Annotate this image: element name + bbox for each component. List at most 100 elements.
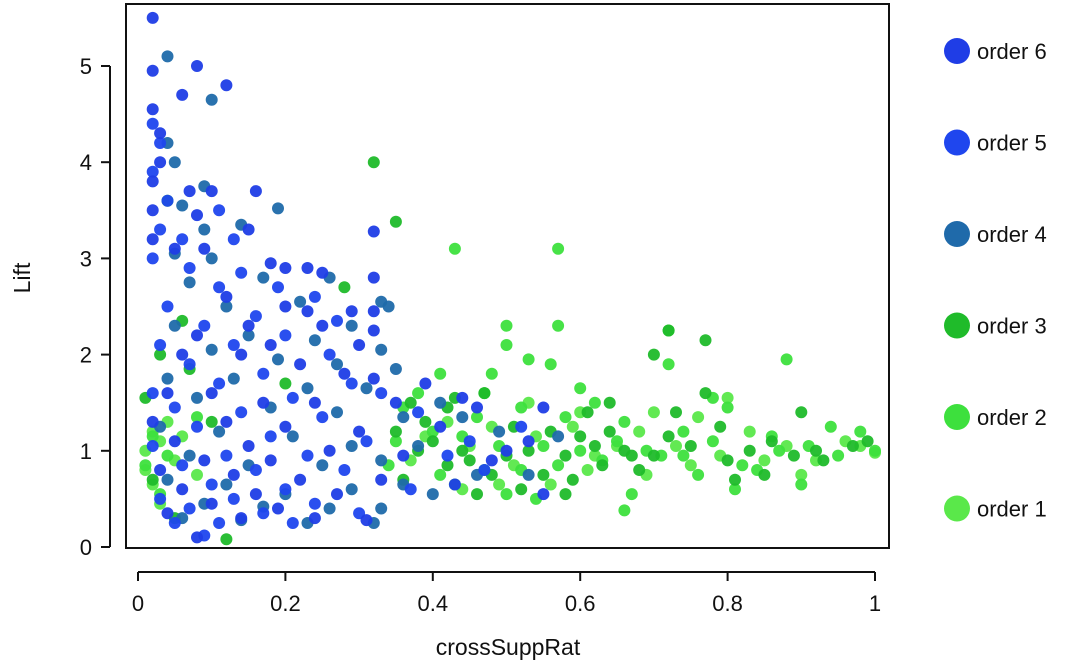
data-point xyxy=(257,396,270,409)
data-point xyxy=(279,483,292,496)
legend-marker xyxy=(944,495,970,522)
data-point xyxy=(588,396,601,409)
data-point xyxy=(235,348,248,361)
data-point xyxy=(485,454,498,467)
legend-label: order 2 xyxy=(977,405,1047,430)
data-point xyxy=(301,262,314,274)
legend-marker xyxy=(944,129,970,156)
legend-label: order 4 xyxy=(977,222,1047,247)
data-point xyxy=(684,459,697,472)
legend-item: order 6 xyxy=(944,38,1047,64)
data-point xyxy=(205,93,218,106)
data-point xyxy=(316,319,329,332)
data-point xyxy=(183,262,196,274)
legend-marker xyxy=(944,38,970,64)
data-point xyxy=(154,156,167,169)
data-point xyxy=(279,329,292,342)
data-point xyxy=(168,401,181,414)
data-point xyxy=(161,449,174,462)
data-point xyxy=(264,257,277,270)
legend-marker xyxy=(944,312,970,339)
data-point xyxy=(515,401,528,414)
data-point xyxy=(603,425,616,438)
data-point xyxy=(706,435,719,448)
data-point xyxy=(552,459,565,472)
data-point xyxy=(146,204,159,217)
data-point xyxy=(301,382,314,395)
data-point xyxy=(146,117,159,130)
x-tick-label: 1 xyxy=(869,591,881,616)
data-point xyxy=(500,488,513,501)
data-point xyxy=(161,300,174,313)
data-point xyxy=(220,290,233,303)
data-point xyxy=(625,488,638,501)
y-tick-label: 5 xyxy=(80,54,92,79)
series-order-4 xyxy=(154,50,565,529)
x-tick-label: 0.2 xyxy=(270,591,301,616)
data-point xyxy=(301,449,314,462)
y-tick-label: 1 xyxy=(80,439,92,464)
data-point xyxy=(161,507,174,520)
data-point xyxy=(176,483,189,496)
data-point xyxy=(191,60,203,72)
legend-label: order 3 xyxy=(977,314,1047,339)
data-point xyxy=(552,319,565,332)
data-point xyxy=(183,276,196,289)
data-point xyxy=(294,358,307,371)
data-point xyxy=(272,281,284,294)
data-point xyxy=(146,473,159,486)
data-point xyxy=(249,464,262,476)
data-point xyxy=(161,387,174,400)
data-point xyxy=(677,425,690,438)
plot-frame xyxy=(125,3,890,549)
data-point xyxy=(183,449,196,462)
data-point xyxy=(434,468,447,481)
data-point xyxy=(552,430,565,443)
data-point xyxy=(154,492,167,505)
data-point xyxy=(795,468,808,481)
data-point xyxy=(581,464,594,476)
data-point xyxy=(434,396,447,409)
data-point xyxy=(191,329,203,342)
data-point xyxy=(367,324,380,337)
data-point xyxy=(146,103,159,116)
data-point xyxy=(389,363,402,375)
data-point xyxy=(721,391,734,404)
data-point xyxy=(463,454,476,467)
data-point xyxy=(331,406,343,419)
data-point xyxy=(758,454,771,467)
data-point xyxy=(146,11,159,24)
data-point xyxy=(353,425,366,438)
data-point xyxy=(323,348,336,361)
data-point xyxy=(146,415,159,428)
data-point xyxy=(227,339,240,351)
data-point xyxy=(294,473,307,486)
data-point xyxy=(647,348,660,361)
data-point xyxy=(397,449,410,462)
legend-item: order 2 xyxy=(944,404,1047,430)
data-point xyxy=(146,175,159,188)
data-point xyxy=(183,185,196,198)
y-tick-label: 0 xyxy=(80,535,92,560)
data-point xyxy=(161,50,174,63)
data-point xyxy=(139,459,152,472)
data-point xyxy=(515,483,528,496)
data-point xyxy=(316,266,329,279)
data-point xyxy=(574,444,587,457)
data-point xyxy=(146,387,159,400)
data-point xyxy=(522,444,535,457)
data-point xyxy=(832,449,845,462)
data-point xyxy=(191,468,203,481)
data-point xyxy=(434,367,447,380)
data-point xyxy=(699,387,712,400)
data-point xyxy=(168,319,181,332)
legend-item: order 1 xyxy=(944,495,1047,522)
data-point xyxy=(397,411,410,424)
data-point xyxy=(441,459,454,472)
data-point xyxy=(235,266,248,279)
data-point xyxy=(485,367,498,380)
data-point xyxy=(544,358,557,371)
data-point xyxy=(316,459,329,472)
data-point xyxy=(220,300,233,313)
data-point xyxy=(434,420,447,433)
